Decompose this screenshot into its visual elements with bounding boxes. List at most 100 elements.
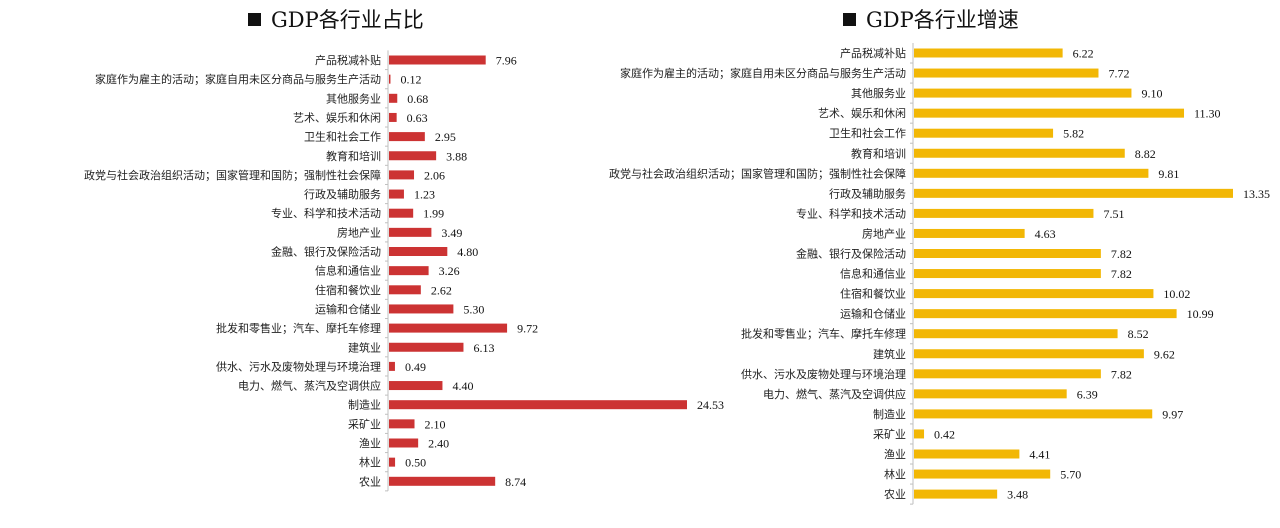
value-label: 6.39 bbox=[1077, 387, 1098, 401]
bar bbox=[914, 409, 1153, 419]
value-label: 4.41 bbox=[1029, 448, 1050, 462]
category-label: 其他服务业 bbox=[851, 87, 906, 100]
category-label: 建筑业 bbox=[348, 340, 381, 354]
value-label: 8.52 bbox=[1128, 327, 1149, 341]
category-label: 卫生和社会工作 bbox=[829, 126, 906, 140]
category-label: 采矿业 bbox=[873, 428, 906, 441]
bar bbox=[914, 429, 925, 439]
value-label: 5.30 bbox=[463, 302, 484, 316]
category-label: 房地产业 bbox=[862, 226, 906, 240]
value-label: 7.82 bbox=[1111, 247, 1132, 261]
category-label: 行政及辅助服务 bbox=[304, 187, 381, 201]
category-label: 运输和仓储业 bbox=[315, 302, 381, 316]
value-label: 9.72 bbox=[517, 322, 538, 336]
bar bbox=[389, 227, 432, 237]
value-label: 6.22 bbox=[1073, 47, 1094, 61]
chart-title-growth: GDP各行业增速 bbox=[843, 4, 1019, 34]
bar bbox=[914, 68, 1099, 78]
value-label: 4.40 bbox=[452, 379, 473, 393]
value-label: 10.99 bbox=[1187, 307, 1214, 321]
category-label: 住宿和餐饮业 bbox=[840, 287, 906, 301]
value-label: 3.49 bbox=[441, 226, 462, 240]
category-label: 批发和零售业；汽车、摩托车修理 bbox=[741, 327, 906, 341]
category-label: 政党与社会政治组织活动；国家管理和国防；强制性社会保障 bbox=[609, 166, 906, 180]
bar bbox=[389, 208, 414, 218]
bar-chart-growth: 产品税减补贴 6.22 家庭作为雇主的活动；家庭自用未区分商品与服务生产活动 7.72… bbox=[609, 42, 1270, 505]
bar bbox=[389, 438, 419, 448]
chart-title-share: GDP各行业占比 bbox=[248, 4, 424, 34]
bar bbox=[914, 168, 1149, 178]
value-label: 2.10 bbox=[425, 417, 446, 431]
bar bbox=[389, 55, 486, 65]
value-label: 2.95 bbox=[435, 130, 456, 144]
category-label: 信息和通信业 bbox=[315, 264, 381, 278]
category-label: 其他服务业 bbox=[326, 92, 381, 105]
category-label: 供水、污水及废物处理与环境治理 bbox=[741, 367, 906, 381]
value-label: 7.82 bbox=[1111, 267, 1132, 281]
bar bbox=[914, 449, 1020, 459]
value-label: 3.88 bbox=[446, 149, 467, 163]
square-bullet-icon bbox=[248, 13, 261, 26]
category-label: 采矿业 bbox=[348, 418, 381, 431]
bar bbox=[914, 148, 1125, 158]
category-label: 制造业 bbox=[873, 407, 906, 421]
bar bbox=[389, 189, 404, 199]
value-label: 9.62 bbox=[1154, 347, 1175, 361]
category-label: 教育和培训 bbox=[851, 146, 906, 160]
category-label: 供水、污水及废物处理与环境治理 bbox=[216, 359, 381, 373]
category-label: 产品税减补贴 bbox=[315, 53, 381, 67]
bar bbox=[914, 108, 1185, 118]
value-label: 2.06 bbox=[424, 168, 445, 182]
category-label: 艺术、娱乐和休闲 bbox=[818, 106, 906, 120]
bar bbox=[389, 74, 391, 84]
bar bbox=[914, 249, 1101, 258]
value-label: 0.50 bbox=[405, 456, 426, 470]
bar bbox=[914, 309, 1177, 319]
bar bbox=[914, 349, 1144, 359]
category-label: 家庭作为雇主的活动；家庭自用未区分商品与服务生产活动 bbox=[95, 72, 381, 86]
category-label: 农业 bbox=[884, 487, 906, 501]
bar bbox=[389, 304, 454, 314]
value-label: 0.68 bbox=[407, 92, 428, 106]
bar bbox=[914, 489, 998, 499]
value-label: 0.12 bbox=[400, 73, 421, 87]
bar bbox=[389, 247, 448, 256]
value-label: 13.35 bbox=[1243, 187, 1270, 201]
category-label: 政党与社会政治组织活动；国家管理和国防；强制性社会保障 bbox=[84, 168, 381, 182]
bar bbox=[389, 112, 397, 122]
bar bbox=[389, 419, 415, 429]
value-label: 0.63 bbox=[407, 111, 428, 125]
category-label: 渔业 bbox=[884, 448, 906, 461]
value-label: 10.02 bbox=[1163, 287, 1190, 301]
value-label: 7.82 bbox=[1111, 367, 1132, 381]
category-label: 电力、燃气、蒸汽及空调供应 bbox=[238, 379, 381, 393]
bar bbox=[914, 128, 1054, 138]
bar bbox=[914, 289, 1154, 299]
category-label: 专业、科学和技术活动 bbox=[796, 206, 906, 220]
bar bbox=[389, 170, 415, 180]
category-label: 林业 bbox=[884, 467, 906, 481]
category-label: 电力、燃气、蒸汽及空调供应 bbox=[763, 387, 906, 401]
chart-title-growth-text: GDP各行业增速 bbox=[866, 8, 1019, 32]
category-label: 住宿和餐饮业 bbox=[315, 283, 381, 297]
value-label: 1.99 bbox=[423, 207, 444, 221]
value-label: 9.81 bbox=[1158, 167, 1179, 181]
bar bbox=[914, 88, 1132, 98]
value-label: 6.13 bbox=[473, 341, 494, 355]
bar bbox=[914, 48, 1063, 58]
bar bbox=[389, 400, 687, 410]
bar bbox=[389, 151, 437, 161]
bar bbox=[914, 369, 1101, 379]
value-label: 11.30 bbox=[1194, 107, 1221, 121]
bar bbox=[389, 476, 496, 486]
value-label: 3.26 bbox=[439, 264, 460, 278]
bar bbox=[914, 228, 1025, 238]
bar bbox=[914, 208, 1094, 218]
bar bbox=[389, 132, 425, 142]
category-label: 林业 bbox=[359, 455, 381, 469]
bar bbox=[914, 188, 1233, 198]
bar bbox=[389, 381, 443, 391]
bar bbox=[914, 329, 1118, 339]
category-label: 金融、银行及保险活动 bbox=[271, 245, 381, 259]
